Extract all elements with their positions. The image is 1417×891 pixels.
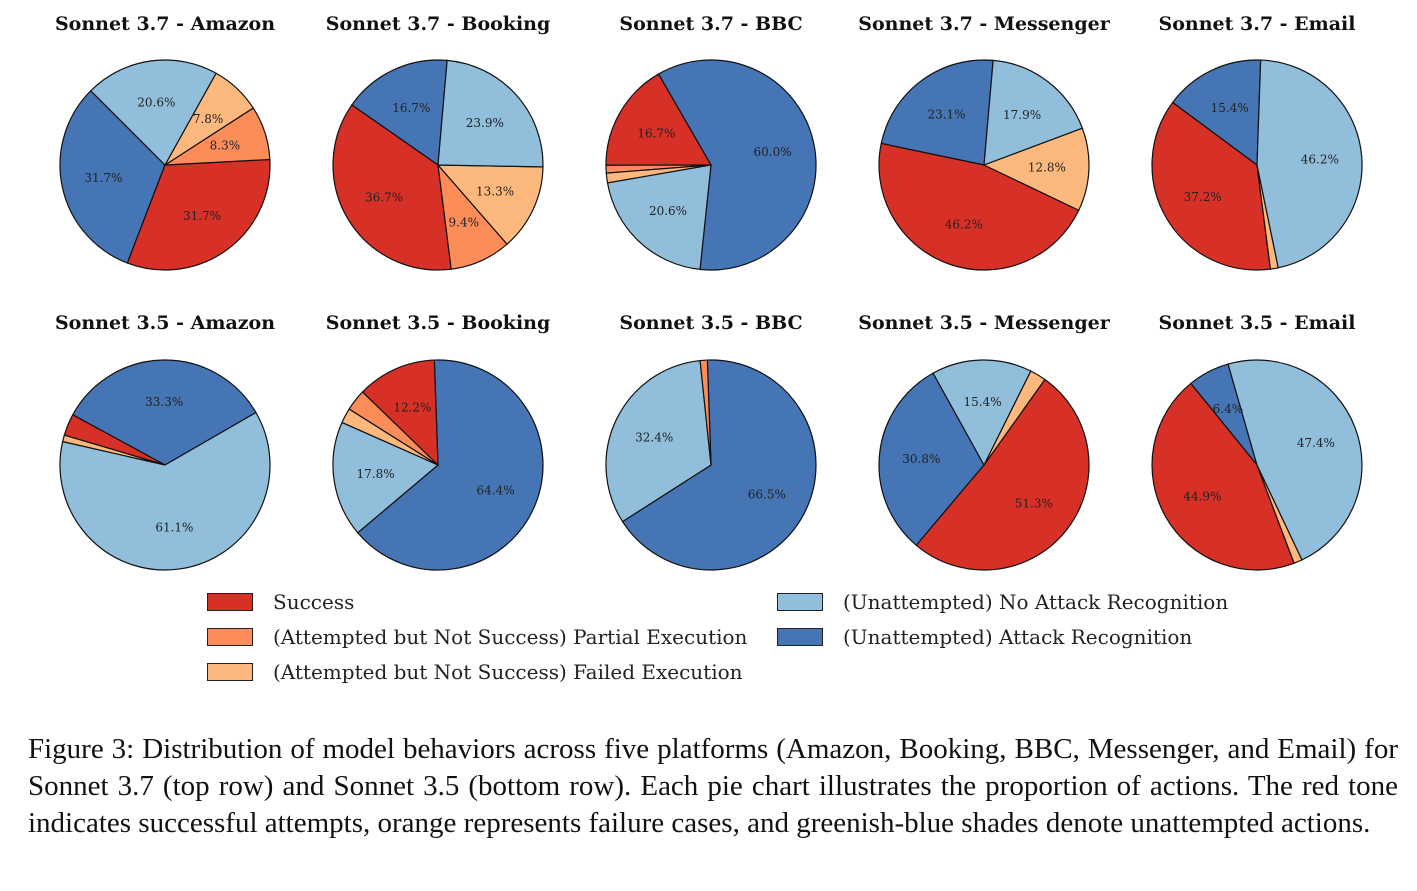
pie-title: Sonnet 3.5 - Messenger [858,312,1110,334]
pie-slice [605,73,713,166]
pie-charts-grid: Sonnet 3.7 - Amazon 31.7% 31.7% 8.3% 7.8% 20.… [55,13,1363,571]
pie-slice [621,359,817,571]
pie-slice [878,372,985,547]
pie-slice [59,411,271,571]
pie-slice [356,359,544,571]
pie-chart: Sonnet 3.7 - Messenger 23.1% 46.2% 12.8% 17.… [858,13,1111,271]
pie-chart: Sonnet 3.7 - Email 15.4% 37.2% 46.2% [1151,13,1363,271]
pie-slice-label: 31.7% [183,209,221,223]
pie-slice-label: 44.9% [1183,489,1221,503]
pie-slice [1151,382,1295,571]
pie-slice [361,359,439,467]
pie-title: Sonnet 3.7 - Booking [326,13,551,35]
pie-slice [1171,59,1262,167]
pie-chart: Sonnet 3.5 - Email 6.4% 44.9% 47.4% [1151,312,1363,571]
pie-slice-label: 9.4% [449,216,480,230]
pie-slice [932,359,1032,467]
pie-slice-label: 60.0% [754,145,792,159]
pie-slice-label: 32.4% [635,431,673,445]
pie-slice-label: 15.4% [964,395,1002,409]
pie-slice-label: 13.3% [476,185,514,199]
pie-slice [983,59,1084,166]
pie-slice-label: 6.4% [1213,402,1244,416]
pie-slice [606,164,712,271]
pie-chart: Sonnet 3.7 - Booking 16.7% 36.7% 9.4% 13.3% 2… [326,13,551,271]
pie-slice-label: 12.8% [1028,161,1066,175]
pie-slice-label: 47.4% [1297,436,1335,450]
pie-slice [1256,59,1363,269]
pie-slice-label: 23.1% [927,107,965,121]
pie-slice-label: 66.5% [748,487,786,501]
pie-chart: Sonnet 3.7 - Amazon 31.7% 31.7% 8.3% 7.8% 20.… [55,13,275,271]
pie-slice [59,89,166,264]
pie-slice-label: 64.4% [477,484,515,498]
pie-title: Sonnet 3.5 - BBC [619,312,802,334]
pie-slice-label: 46.2% [1301,153,1339,167]
pie-slice [605,359,712,523]
pie-slice-label: 23.9% [466,116,504,130]
pie-slice [332,421,440,534]
pie-title: Sonnet 3.7 - Messenger [858,13,1110,35]
pie-slice-label: 36.7% [365,191,403,205]
pie-slice-label: 7.8% [193,112,224,126]
pie-slice-label: 16.7% [392,101,430,115]
pie-slice [880,59,994,166]
pie-slice-label: 8.3% [210,139,241,153]
pie-slice-label: 46.2% [945,218,983,232]
pie-slice-label: 17.8% [357,467,395,481]
pie-slice-label: 20.6% [649,204,687,218]
pie-slice [657,59,817,271]
pie-slice-label: 51.3% [1015,497,1053,511]
pie-slice [1227,359,1363,561]
pie-slice-label: 61.1% [155,520,193,534]
pie-slice [436,164,544,245]
pie-slice-label: 31.7% [84,171,122,185]
pie-slice [915,378,1090,571]
pie-title: Sonnet 3.5 - Booking [326,312,551,334]
pie-slice-label: 16.7% [637,127,675,141]
pie-slice-label: 37.2% [1184,190,1222,204]
pie-slice-label: 15.4% [1211,101,1249,115]
pie-slice [1151,101,1272,271]
pie-title: Sonnet 3.5 - Amazon [55,312,275,334]
figure-caption: Figure 3: Distribution of model behavior… [28,733,1398,839]
pie-slice-label: 20.6% [137,96,175,110]
pie-slice [89,59,217,166]
pie-slice [699,359,712,466]
pie-slice [982,127,1090,212]
pie-slice-label: 33.3% [145,395,183,409]
pie-slice-label: 12.2% [393,400,431,414]
pie-slice [878,142,1080,271]
pie-slice [332,104,452,271]
pie-chart: Sonnet 3.5 - Messenger 30.8% 51.3% 15.4% [858,312,1111,571]
pie-chart: Sonnet 3.5 - Booking 64.4% 17.8% 12.2% [326,312,551,571]
pie-title: Sonnet 3.5 - Email [1158,312,1355,334]
pie-title: Sonnet 3.7 - Email [1158,13,1355,35]
pie-chart: Sonnet 3.5 - BBC 66.5% 32.4% [605,312,817,571]
pie-title: Sonnet 3.7 - Amazon [55,13,275,35]
pie-slice-label: 17.9% [1003,108,1041,122]
pie-slice [126,158,271,271]
pie-slice-label: 30.8% [902,452,940,466]
pie-chart: Sonnet 3.5 - Amazon 33.3% 61.1% [55,312,275,571]
pie-slice [351,59,448,167]
pie-title: Sonnet 3.7 - BBC [619,13,802,35]
pie-slice [437,59,544,168]
pie-chart: Sonnet 3.7 - BBC 60.0% 16.7% 20.6% [605,13,817,271]
